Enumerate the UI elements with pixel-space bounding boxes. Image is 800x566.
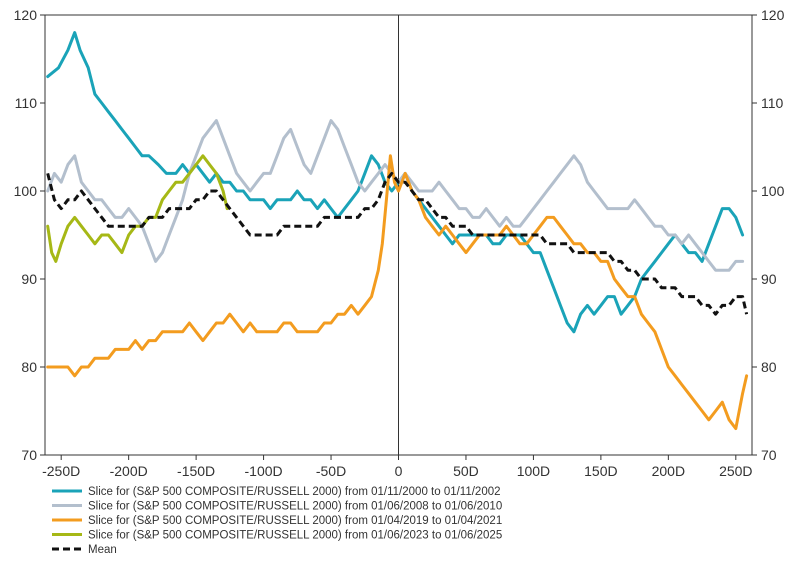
y-tick-label-right: 110	[761, 95, 784, 111]
x-tick-label: -100D	[245, 463, 283, 479]
x-tick-label: -200D	[110, 463, 148, 479]
series-line-2	[46, 154, 749, 431]
x-tick-label: 150D	[584, 463, 617, 479]
legend-label-2: Slice for (S&P 500 COMPOSITE/RUSSELL 200…	[88, 515, 502, 527]
series-line-1	[46, 119, 745, 272]
y-tick-label-left: 80	[21, 359, 37, 375]
x-tick-label: 0	[395, 463, 403, 479]
y-tick-label-right: 70	[761, 447, 777, 463]
y-tick-label-left: 90	[21, 271, 37, 287]
series-line-4	[46, 171, 749, 316]
y-tick-label-right: 120	[761, 7, 785, 23]
legend: Slice for (S&P 500 COMPOSITE/RUSSELL 200…	[52, 486, 502, 556]
y-tick-label-left: 70	[21, 447, 37, 463]
legend-label-1: Slice for (S&P 500 COMPOSITE/RUSSELL 200…	[88, 501, 502, 513]
y-tick-label-right: 80	[761, 359, 777, 375]
y-tick-label-left: 120	[14, 7, 38, 23]
x-tick-label: 200D	[652, 463, 685, 479]
legend-label-4: Mean	[88, 544, 117, 556]
x-tick-label: -150D	[177, 463, 215, 479]
axes: 70 70 80 80 90 90 100 100 110 110 120 120 -250D -200D…	[14, 7, 785, 479]
series-lines	[46, 31, 749, 431]
y-tick-label-left: 100	[14, 183, 38, 199]
legend-label-0: Slice for (S&P 500 COMPOSITE/RUSSELL 200…	[88, 486, 501, 498]
y-tick-label-left: 110	[15, 95, 38, 111]
x-tick-label: -250D	[42, 463, 80, 479]
x-tick-label: 50D	[453, 463, 479, 479]
legend-label-3: Slice for (S&P 500 COMPOSITE/RUSSELL 200…	[88, 530, 502, 542]
x-tick-label: 250D	[719, 463, 752, 479]
x-tick-label: -50D	[316, 463, 346, 479]
x-tick-label: 100D	[517, 463, 550, 479]
y-tick-label-right: 90	[761, 271, 777, 287]
y-tick-label-right: 100	[761, 183, 785, 199]
